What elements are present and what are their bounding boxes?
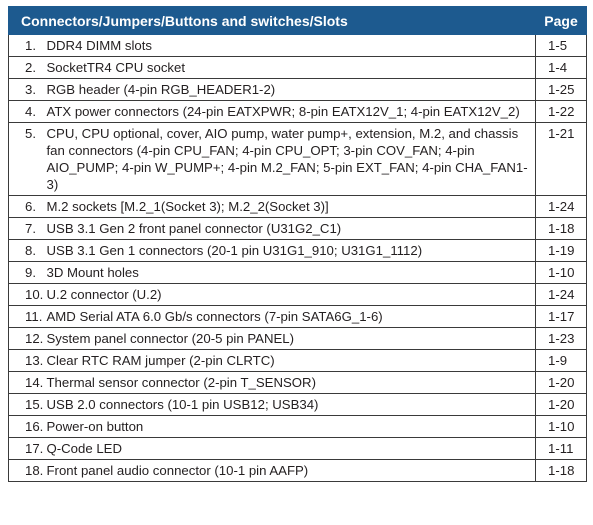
row-description: DDR4 DIMM slots: [40, 34, 537, 57]
header-page: Page: [535, 6, 588, 35]
row-page: 1-24: [535, 283, 588, 306]
row-number: 17.: [8, 437, 43, 460]
header-items: Connectors/Jumpers/Buttons and switches/…: [7, 6, 537, 35]
table-row: 18. Front panel audio connector (10-1 pin…: [8, 459, 588, 482]
row-description: Q-Code LED: [40, 437, 537, 460]
row-number: 13.: [8, 349, 43, 372]
row-page: 1-9: [535, 349, 588, 372]
row-page: 1-22: [535, 100, 588, 123]
row-page: 1-19: [535, 239, 588, 262]
table-row: 17. Q-Code LED 1-11: [8, 437, 588, 460]
row-description: AMD Serial ATA 6.0 Gb/s connectors (7-pi…: [40, 305, 537, 328]
table-row: 7. USB 3.1 Gen 2 front panel connector (U…: [8, 217, 588, 240]
row-description: U.2 connector (U.2): [40, 283, 537, 306]
row-description: Clear RTC RAM jumper (2-pin CLRTC): [40, 349, 537, 372]
table-row: 1. DDR4 DIMM slots 1-5: [8, 34, 588, 57]
row-number: 16.: [8, 415, 43, 438]
table-row: 15. USB 2.0 connectors (10-1 pin USB12; U…: [8, 393, 588, 416]
table-row: 5. CPU, CPU optional, cover, AIO pump, wa…: [8, 122, 588, 196]
table-row: 14. Thermal sensor connector (2-pin T_SEN…: [8, 371, 588, 394]
table-row: 6. M.2 sockets [M.2_1(Socket 3); M.2_2(So…: [8, 195, 588, 218]
table-row: 10. U.2 connector (U.2) 1-24: [8, 283, 588, 306]
row-number: 15.: [8, 393, 43, 416]
table-body: 1. DDR4 DIMM slots 1-5 2. SocketTR4 CPU sock…: [8, 34, 588, 482]
row-page: 1-10: [535, 261, 588, 284]
row-page: 1-4: [535, 56, 588, 79]
row-number: 5.: [8, 122, 41, 196]
row-number: 10.: [8, 283, 43, 306]
table-row: 3. RGB header (4-pin RGB_HEADER1-2) 1-25: [8, 78, 588, 101]
row-description: USB 3.1 Gen 2 front panel connector (U31…: [40, 217, 537, 240]
table-row: 12. System panel connector (20-5 pin PANE…: [8, 327, 588, 350]
row-number: 4.: [8, 100, 41, 123]
table-row: 4. ATX power connectors (24-pin EATXPWR; …: [8, 100, 588, 123]
table-header: Connectors/Jumpers/Buttons and switches/…: [7, 6, 588, 35]
row-number: 2.: [8, 56, 41, 79]
table-row: 2. SocketTR4 CPU socket 1-4: [8, 56, 588, 79]
table-row: 16. Power-on button 1-10: [8, 415, 588, 438]
row-number: 3.: [8, 78, 41, 101]
row-page: 1-23: [535, 327, 588, 350]
row-description: USB 3.1 Gen 1 connectors (20-1 pin U31G1…: [40, 239, 537, 262]
row-number: 6.: [8, 195, 41, 218]
row-number: 12.: [8, 327, 43, 350]
row-description: ATX power connectors (24-pin EATXPWR; 8-…: [40, 100, 537, 123]
row-page: 1-18: [535, 459, 588, 482]
row-number: 14.: [8, 371, 43, 394]
connectors-table: Connectors/Jumpers/Buttons and switches/…: [7, 6, 588, 482]
row-description: Front panel audio connector (10-1 pin AA…: [40, 459, 537, 482]
row-number: 18.: [8, 459, 43, 482]
row-number: 1.: [8, 34, 41, 57]
table-row: 11. AMD Serial ATA 6.0 Gb/s connectors (7…: [8, 305, 588, 328]
table-row: 9. 3D Mount holes 1-10: [8, 261, 588, 284]
table-row: 13. Clear RTC RAM jumper (2-pin CLRTC) 1-9: [8, 349, 588, 372]
table-row: 8. USB 3.1 Gen 1 connectors (20-1 pin U31…: [8, 239, 588, 262]
row-description: Power-on button: [40, 415, 537, 438]
header-row: Connectors/Jumpers/Buttons and switches/…: [7, 6, 588, 35]
row-page: 1-20: [535, 371, 588, 394]
row-page: 1-24: [535, 195, 588, 218]
row-description: Thermal sensor connector (2-pin T_SENSOR…: [40, 371, 537, 394]
row-page: 1-10: [535, 415, 588, 438]
row-description: RGB header (4-pin RGB_HEADER1-2): [40, 78, 537, 101]
row-description: SocketTR4 CPU socket: [40, 56, 537, 79]
row-page: 1-25: [535, 78, 588, 101]
row-number: 8.: [8, 239, 41, 262]
row-page: 1-18: [535, 217, 588, 240]
connectors-table-container: Connectors/Jumpers/Buttons and switches/…: [7, 6, 588, 482]
row-description: 3D Mount holes: [40, 261, 537, 284]
row-number: 11.: [8, 305, 42, 328]
row-description: CPU, CPU optional, cover, AIO pump, wate…: [40, 122, 537, 196]
row-page: 1-17: [535, 305, 588, 328]
row-page: 1-5: [535, 34, 588, 57]
row-number: 7.: [8, 217, 41, 240]
row-description: USB 2.0 connectors (10-1 pin USB12; USB3…: [40, 393, 537, 416]
row-description: System panel connector (20-5 pin PANEL): [40, 327, 537, 350]
row-page: 1-21: [535, 122, 588, 196]
row-description: M.2 sockets [M.2_1(Socket 3); M.2_2(Sock…: [40, 195, 537, 218]
row-page: 1-11: [535, 437, 588, 460]
row-page: 1-20: [535, 393, 588, 416]
row-number: 9.: [8, 261, 41, 284]
